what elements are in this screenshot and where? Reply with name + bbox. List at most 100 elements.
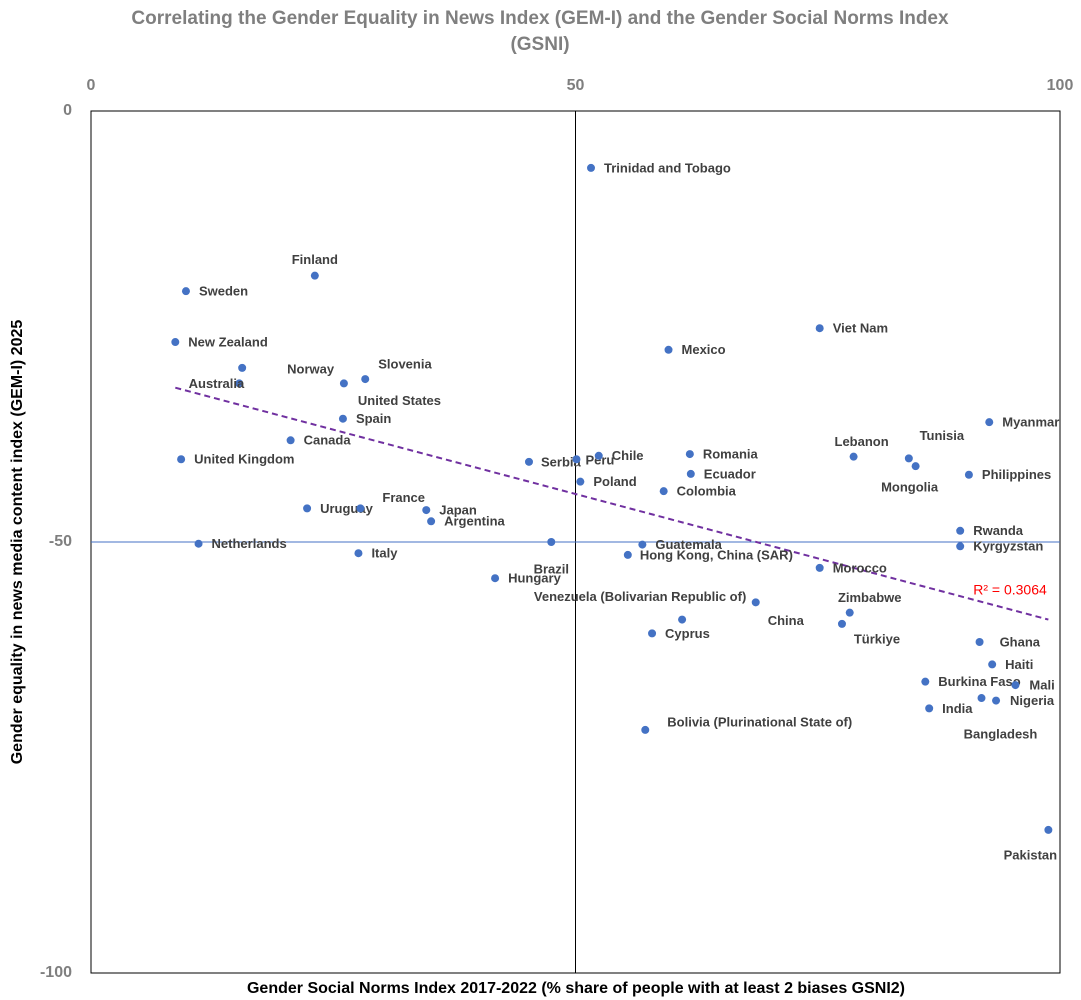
data-point — [303, 504, 311, 512]
point-label: Philippines — [982, 467, 1051, 482]
data-point — [547, 538, 555, 546]
point-label: Finland — [292, 252, 338, 267]
point-label: France — [382, 490, 425, 505]
y-tick-label: -100 — [40, 964, 72, 981]
point-label: Slovenia — [378, 357, 432, 372]
data-point — [311, 272, 319, 280]
point-label: Uruguay — [320, 501, 374, 516]
data-point — [340, 379, 348, 387]
data-point — [624, 551, 632, 559]
data-point — [171, 338, 179, 346]
point-label: Bangladesh — [964, 726, 1038, 741]
point-label: Mali — [1029, 678, 1054, 693]
data-point — [665, 346, 673, 354]
chart: Gender Social Norms Index 2017-2022 (% s… — [0, 0, 1081, 1000]
data-point — [525, 458, 533, 466]
point-label: United Kingdom — [194, 452, 294, 467]
data-point — [1044, 826, 1052, 834]
data-point — [838, 620, 846, 628]
data-point — [491, 574, 499, 582]
data-point — [978, 694, 986, 702]
point-label: Norway — [287, 361, 335, 376]
data-point — [576, 478, 584, 486]
data-point — [965, 471, 973, 479]
point-label: Poland — [593, 474, 636, 489]
page: {"chart_data": {"type": "scatter", "titl… — [0, 0, 1081, 1000]
data-point — [422, 506, 430, 514]
data-point — [427, 517, 435, 525]
x-axis-title: Gender Social Norms Index 2017-2022 (% s… — [247, 980, 905, 997]
point-label: Türkiye — [854, 631, 900, 646]
data-point — [985, 418, 993, 426]
data-point — [992, 697, 1000, 705]
data-point — [1011, 681, 1019, 689]
data-point — [846, 609, 854, 617]
point-label: Canada — [304, 433, 352, 448]
data-point — [648, 629, 656, 637]
data-point — [177, 455, 185, 463]
point-label: Colombia — [677, 484, 737, 499]
point-label: Spain — [356, 411, 391, 426]
data-point — [572, 455, 580, 463]
r-squared-label: R² = 0.3064 — [973, 582, 1047, 598]
point-label: Hong Kong, China (SAR) — [640, 547, 793, 562]
point-label: Zimbabwe — [838, 590, 902, 605]
data-point — [595, 452, 603, 460]
point-label: Ghana — [1000, 634, 1041, 649]
data-point — [238, 364, 246, 372]
y-tick-label: -50 — [49, 533, 72, 550]
point-label: Bolivia (Plurinational State of) — [667, 714, 852, 729]
point-label: Myanmar — [1002, 415, 1059, 430]
y-axis-title: Gender equality in news media content in… — [9, 320, 26, 765]
point-label: China — [768, 613, 805, 628]
point-label: Pakistan — [1004, 847, 1058, 862]
point-label: Romania — [703, 447, 759, 462]
point-label: Haiti — [1005, 657, 1033, 672]
data-point — [976, 638, 984, 646]
y-tick-label: 0 — [63, 102, 72, 119]
data-point — [956, 542, 964, 550]
point-label: India — [942, 701, 973, 716]
data-point — [921, 678, 929, 686]
point-label: Australia — [189, 376, 245, 391]
data-point — [752, 598, 760, 606]
point-label: United States — [358, 393, 441, 408]
point-label: Lebanon — [835, 434, 889, 449]
point-label: Mexico — [682, 342, 726, 357]
point-label: Nigeria — [1010, 693, 1055, 708]
data-point — [660, 487, 668, 495]
data-point — [195, 540, 203, 548]
data-point — [356, 504, 364, 512]
point-label: Venezuela (Bolivarian Republic of) — [534, 589, 746, 604]
data-point — [816, 564, 824, 572]
data-point — [587, 164, 595, 172]
point-label: Mongolia — [881, 480, 939, 495]
data-point — [687, 470, 695, 478]
data-point — [641, 726, 649, 734]
data-point — [816, 324, 824, 332]
x-tick-label: 50 — [567, 77, 585, 94]
point-label: New Zealand — [188, 334, 268, 349]
point-label: Italy — [371, 546, 398, 561]
data-point — [354, 549, 362, 557]
point-label: Burkina Faso — [938, 674, 1020, 689]
point-label: Cyprus — [665, 626, 710, 641]
point-label: Chile — [612, 448, 644, 463]
point-label: Ecuador — [704, 466, 756, 481]
point-label: Argentina — [444, 514, 505, 529]
point-label: Hungary — [508, 571, 562, 586]
data-point — [686, 450, 694, 458]
data-point — [850, 453, 858, 461]
data-point — [905, 454, 913, 462]
data-point — [988, 660, 996, 668]
point-label: Netherlands — [212, 536, 287, 551]
point-label: Sweden — [199, 284, 248, 299]
data-point — [678, 616, 686, 624]
data-point — [182, 287, 190, 295]
point-label: Trinidad and Tobago — [604, 160, 731, 175]
data-point — [912, 462, 920, 470]
point-label: Rwanda — [973, 523, 1024, 538]
data-point — [361, 375, 369, 383]
point-label: Morocco — [833, 560, 887, 575]
data-point — [287, 436, 295, 444]
